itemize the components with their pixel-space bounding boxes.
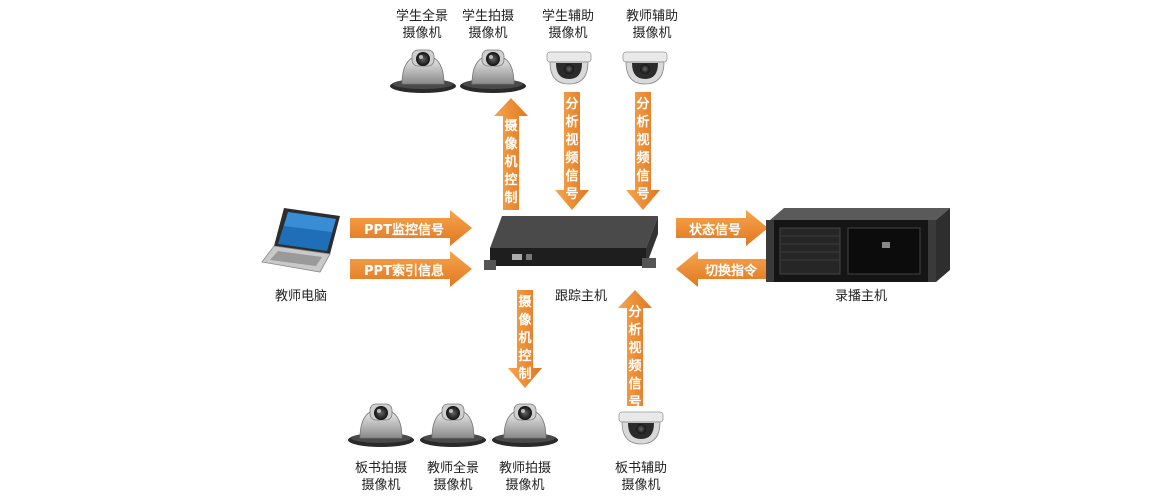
label-board-shoot-cam: 板书拍摄 摄像机 <box>354 461 407 493</box>
ptz-camera-icon <box>490 398 560 448</box>
arrow-analyze-board <box>618 290 652 406</box>
label-teacher-aux-cam: 教师辅助 摄像机 <box>625 9 678 41</box>
arrow-status-signal <box>676 210 768 246</box>
arrow-analyze-teacher <box>626 92 660 210</box>
dome-camera-icon <box>620 48 670 88</box>
arrow-cam-control-bottom <box>508 290 542 388</box>
dome-camera-icon <box>544 48 594 88</box>
arrow-label-ppt-monitor: PPT监控信号 <box>364 223 444 238</box>
arrow-label-ppt-index: PPT索引信息 <box>364 264 444 279</box>
arrow-label-cam-control-top: 摄像机控制 <box>504 119 518 206</box>
arrow-ppt-index <box>350 251 472 287</box>
label-student-aux-cam: 学生辅助 摄像机 <box>541 9 594 41</box>
label-teacher-shoot-cam: 教师拍摄 摄像机 <box>498 461 551 493</box>
ptz-camera-icon <box>388 44 458 94</box>
ptz-camera-icon <box>346 398 416 448</box>
arrow-analyze-student <box>555 92 589 210</box>
label-tracking-host: 跟踪主机 <box>554 289 607 304</box>
label-teacher-wide-cam: 教师全景 摄像机 <box>426 461 479 493</box>
label-board-aux-cam: 板书辅助 摄像机 <box>614 461 667 493</box>
tracker-box-icon <box>484 216 658 270</box>
laptop-icon <box>261 208 340 273</box>
arrow-label-analyze-board: 分析视频信号 <box>628 305 642 410</box>
arrow-switch-cmd <box>676 251 768 287</box>
dome-camera-icon <box>616 408 666 448</box>
label-student-wide-cam: 学生全景 摄像机 <box>395 9 448 41</box>
label-teacher-pc: 教师电脑 <box>274 289 327 304</box>
rack-server-icon <box>766 208 950 282</box>
label-student-shoot-cam: 学生拍摄 摄像机 <box>461 9 514 41</box>
arrow-label-cam-control-bottom: 摄像机控制 <box>518 295 532 382</box>
arrow-label-status-signal: 状态信号 <box>688 223 741 238</box>
arrow-label-analyze-teacher: 分析视频信号 <box>636 97 650 202</box>
arrow-ppt-monitor <box>350 210 472 246</box>
arrow-label-analyze-student: 分析视频信号 <box>565 97 579 202</box>
ptz-camera-icon <box>458 44 528 94</box>
ptz-camera-icon <box>418 398 488 448</box>
arrow-cam-control-top <box>494 98 528 210</box>
label-recording-host: 录播主机 <box>834 289 887 304</box>
arrow-label-switch-cmd: 切换指令 <box>704 264 757 279</box>
